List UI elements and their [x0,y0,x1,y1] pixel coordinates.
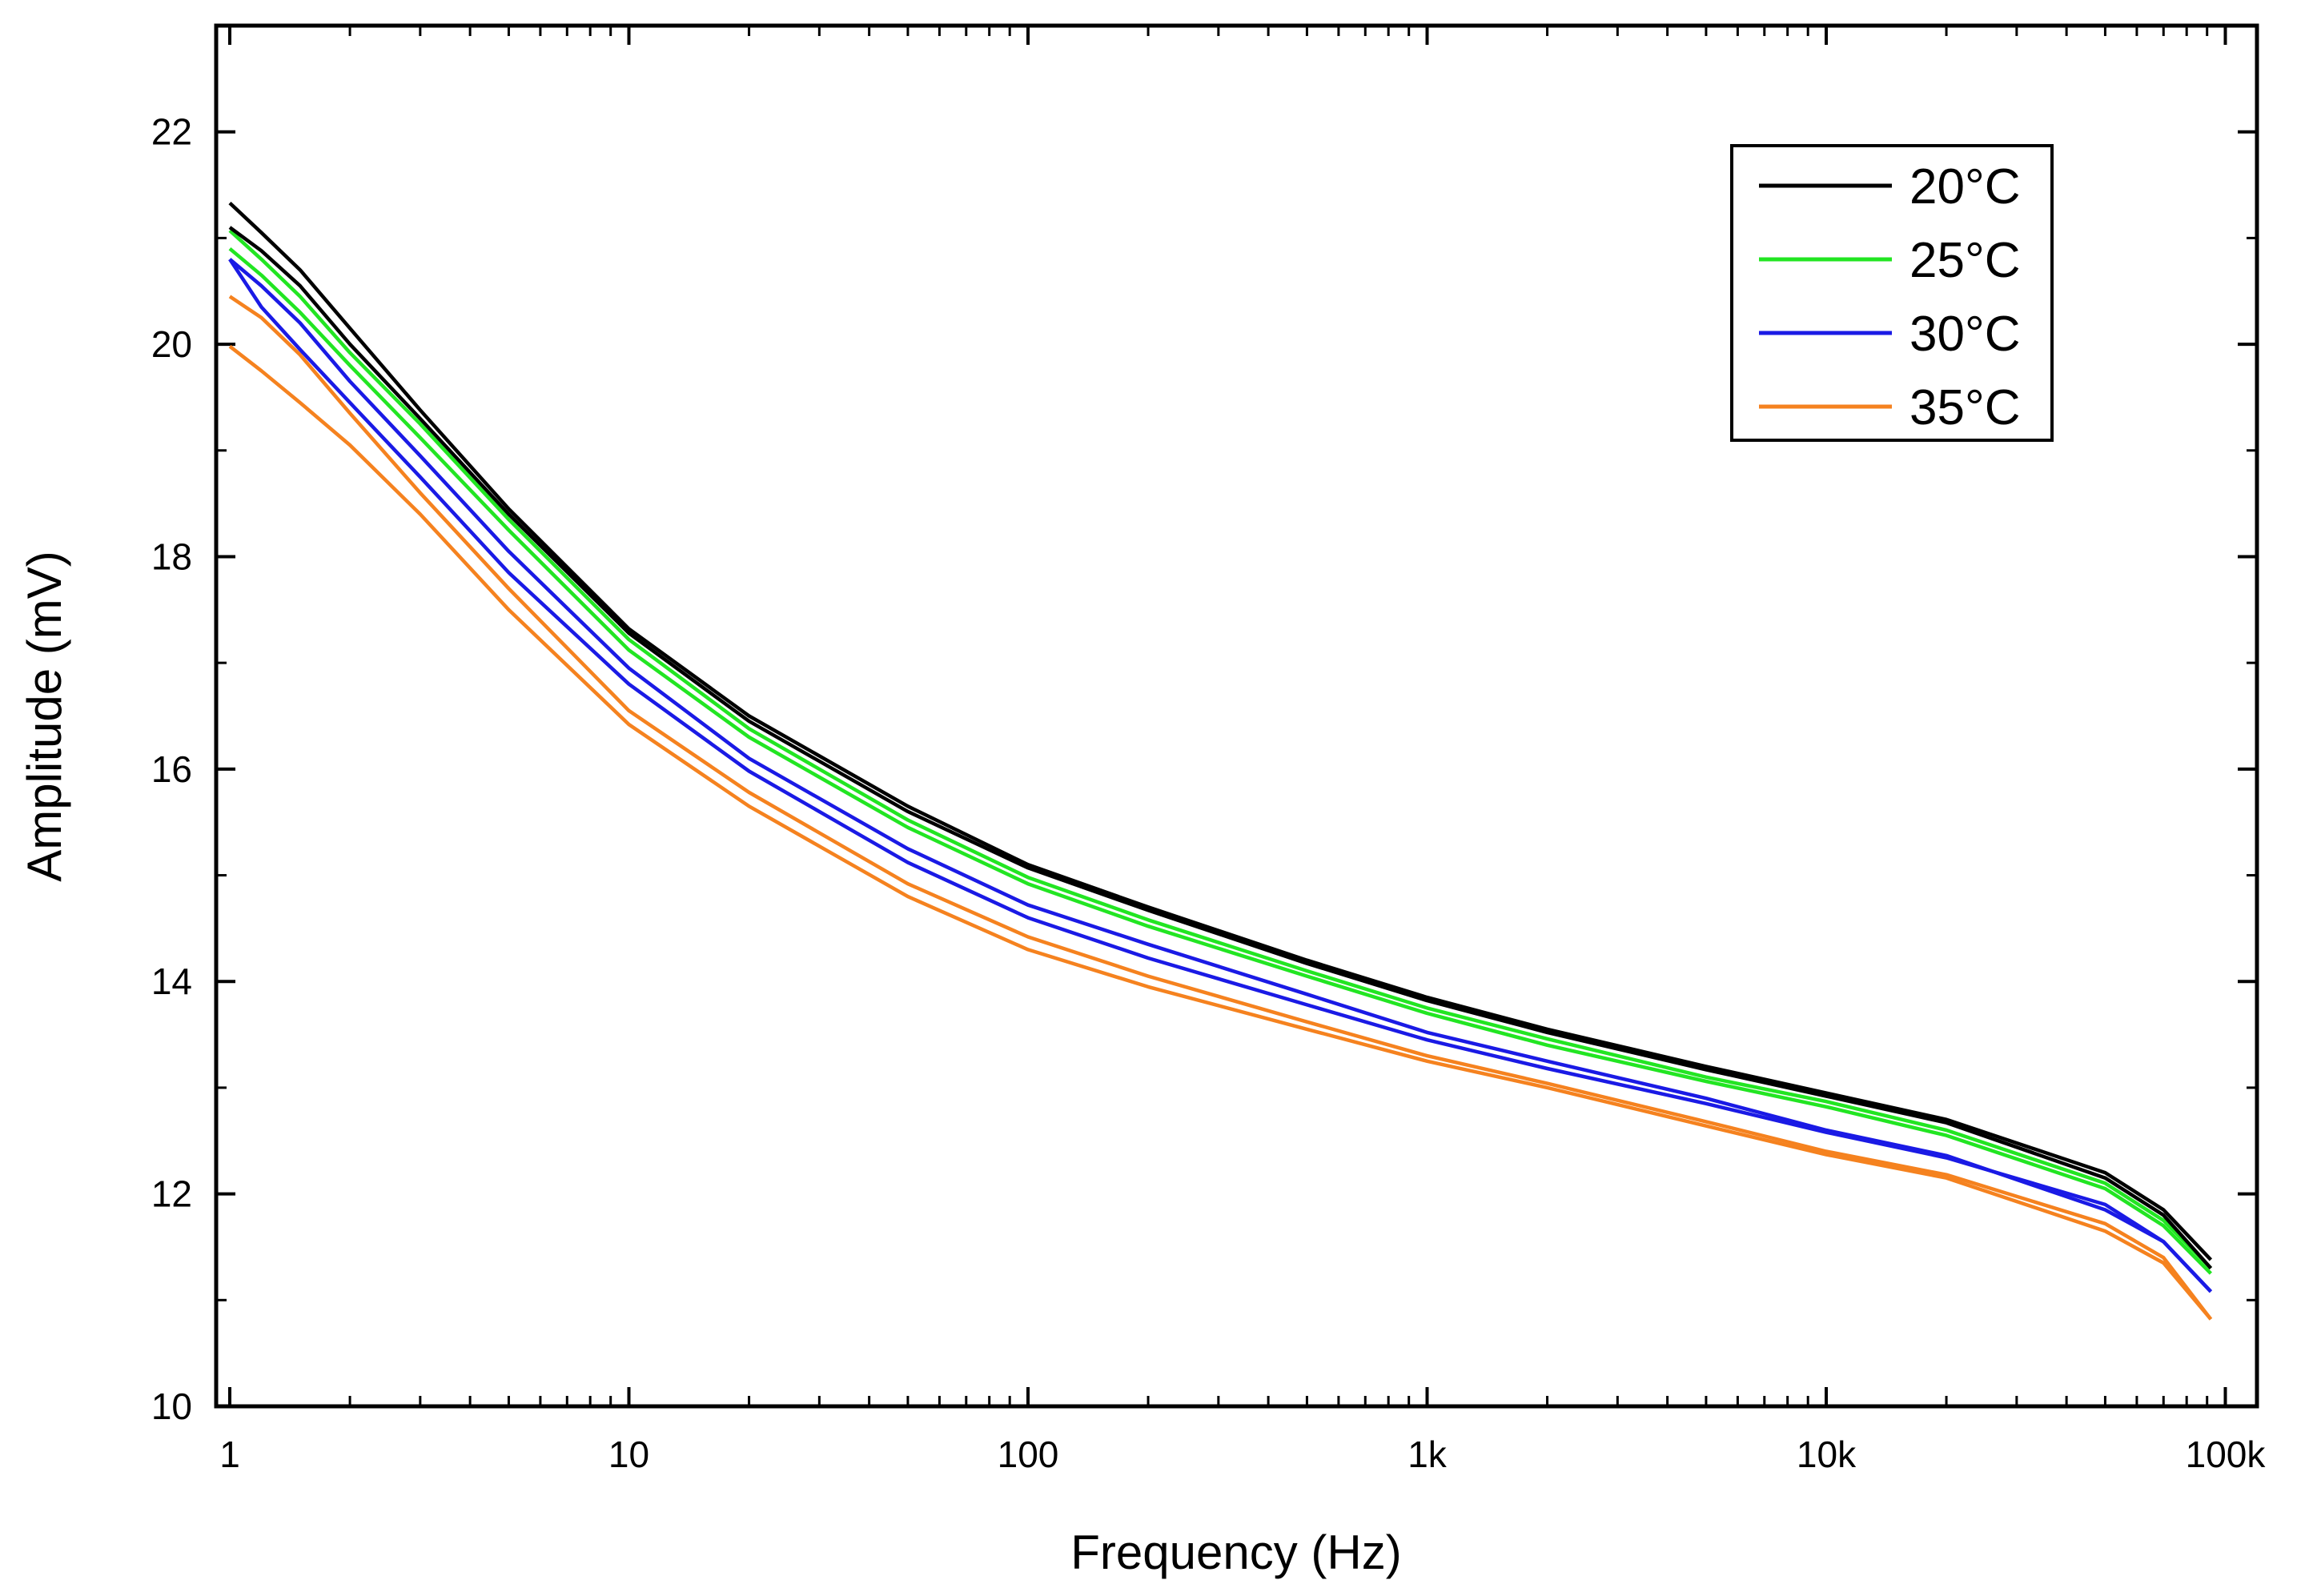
x-tick-label: 10 [608,1434,649,1475]
legend-label: 35°C [1909,380,2021,435]
legend-box [1730,144,2054,442]
series-line-20C-1 [228,201,2213,1261]
y-tick-label: 18 [151,535,192,577]
x-tick-label: 1 [219,1434,240,1475]
series-line-35C-2 [228,344,2213,1321]
x-axis-ticks: 1 10 100 1k 10k 100k [219,26,2266,1475]
y-tick-label: 14 [151,960,192,1002]
x-tick-label: 10k [1797,1434,1857,1475]
y-axis-title: Amplitude (mV) [18,551,71,881]
legend-label: 25°C [1909,233,2021,288]
series-line-35C-1 [228,295,2213,1321]
legend-label: 30°C [1909,307,2021,362]
series-lines [228,201,2213,1321]
series-line-20C-2 [228,226,2213,1269]
x-tick-label: 100 [998,1434,1059,1475]
x-tick-label: 100k [2186,1434,2267,1475]
y-tick-label: 20 [151,323,192,365]
x-axis-title: Frequency (Hz) [1070,1526,1401,1579]
series-line-30C-2 [228,258,2213,1293]
series-line-25C-2 [228,247,2212,1275]
y-tick-label: 22 [151,111,192,153]
legend-label: 20°C [1909,159,2021,215]
y-tick-label: 10 [151,1385,192,1427]
x-tick-label: 1k [1407,1434,1448,1475]
series-line-25C-1 [228,229,2212,1270]
y-tick-label: 12 [151,1173,192,1215]
series-line-30C-1 [228,258,2213,1293]
y-axis-ticks: 10 12 14 16 18 20 22 [151,24,2257,1427]
y-tick-label: 16 [151,748,192,790]
legend: 20°C 25°C 30°C 35°C [1730,144,2054,442]
